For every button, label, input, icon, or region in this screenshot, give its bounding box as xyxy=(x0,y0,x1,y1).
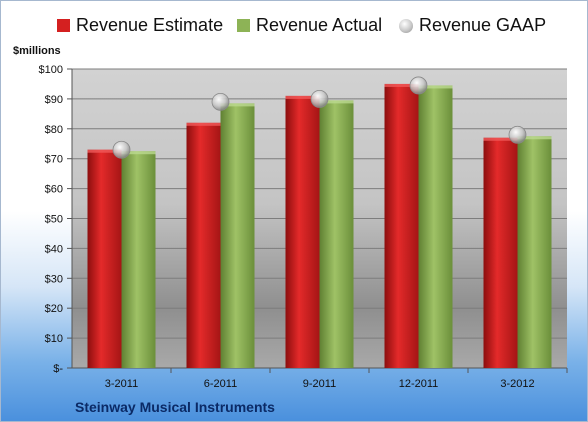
x-tick-label: 12-2011 xyxy=(399,378,439,390)
legend: Revenue Estimate Revenue Actual Revenue … xyxy=(1,15,587,43)
legend-item-revenue-gaap: Revenue GAAP xyxy=(399,15,546,36)
company-name: Steinway Musical Instruments xyxy=(75,399,275,415)
bar-revenue-estimate xyxy=(384,83,419,368)
y-tick-label: $70 xyxy=(45,154,63,166)
y-tick-label: $80 xyxy=(45,124,63,136)
y-tick-label: $30 xyxy=(45,273,63,285)
y-tick-label: $40 xyxy=(45,243,63,255)
bar-revenue-estimate xyxy=(285,95,320,368)
bar-top-highlight xyxy=(319,100,354,104)
legend-marker-gaap xyxy=(399,18,413,33)
bar-revenue-estimate xyxy=(186,122,221,368)
x-tick-label: 3-2011 xyxy=(105,378,138,390)
marker-revenue-gaap xyxy=(409,76,428,95)
y-tick-label: $10 xyxy=(45,333,63,345)
bar-top-highlight xyxy=(87,149,122,153)
legend-item-revenue-actual: Revenue Actual xyxy=(237,15,382,36)
y-tick-label: $- xyxy=(53,363,63,375)
legend-label-estimate: Revenue Estimate xyxy=(76,15,224,35)
bar-top-highlight xyxy=(285,95,320,99)
bar-top-highlight xyxy=(186,122,221,126)
bar-revenue-actual xyxy=(418,85,453,368)
marker-revenue-gaap xyxy=(310,90,329,108)
bar-revenue-actual xyxy=(121,151,156,368)
bar-revenue-actual xyxy=(517,136,552,368)
bar-top-highlight xyxy=(418,85,453,89)
bar-top-highlight xyxy=(384,83,419,87)
y-tick-label: $50 xyxy=(45,214,63,226)
y-tick-label: $20 xyxy=(45,303,63,315)
y-tick-label: $90 xyxy=(45,94,63,106)
marker-revenue-gaap xyxy=(112,140,131,159)
bar-revenue-estimate xyxy=(483,137,518,368)
bar-revenue-actual xyxy=(319,100,354,369)
bar-revenue-estimate xyxy=(87,149,122,368)
legend-label-actual: Revenue Actual xyxy=(256,15,383,35)
bar-top-highlight xyxy=(517,136,552,140)
bar-top-highlight xyxy=(220,103,255,107)
legend-item-revenue-estimate: Revenue Estimate xyxy=(57,15,223,36)
bar-top-highlight xyxy=(483,137,518,141)
bar-revenue-actual xyxy=(220,103,255,368)
x-tick-label: 9-2011 xyxy=(303,378,336,390)
x-tick-label: 3-2012 xyxy=(500,378,534,390)
y-tick-label: $60 xyxy=(45,184,63,196)
y-tick-label: $100 xyxy=(39,64,63,76)
y-axis-unit-label: $millions xyxy=(13,45,61,57)
legend-swatch-actual xyxy=(237,19,250,32)
marker-revenue-gaap xyxy=(211,92,230,111)
marker-revenue-gaap xyxy=(508,125,527,144)
legend-label-gaap: Revenue GAAP xyxy=(419,15,547,35)
legend-swatch-estimate xyxy=(57,19,70,32)
bar-top-highlight xyxy=(121,151,156,155)
x-tick-label: 6-2011 xyxy=(204,378,237,390)
